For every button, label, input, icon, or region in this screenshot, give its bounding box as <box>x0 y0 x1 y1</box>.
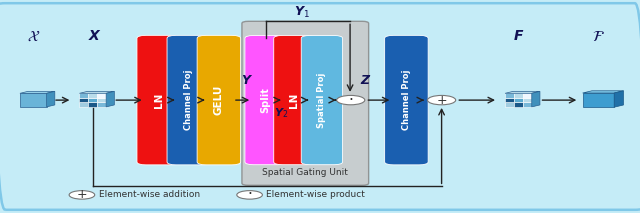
FancyBboxPatch shape <box>274 36 315 165</box>
Polygon shape <box>582 93 614 107</box>
FancyBboxPatch shape <box>137 35 180 165</box>
Circle shape <box>428 95 456 105</box>
Text: LN: LN <box>154 92 164 108</box>
Polygon shape <box>88 98 97 102</box>
Text: Split: Split <box>260 87 271 113</box>
FancyBboxPatch shape <box>167 35 211 165</box>
Text: $\boldsymbol{Y}$: $\boldsymbol{Y}$ <box>241 74 253 88</box>
Polygon shape <box>614 91 623 107</box>
Circle shape <box>337 95 365 105</box>
Polygon shape <box>88 93 97 98</box>
Polygon shape <box>532 91 540 107</box>
Polygon shape <box>79 93 88 98</box>
Text: ·: · <box>247 187 252 202</box>
Polygon shape <box>79 102 88 107</box>
Text: Channel Proj: Channel Proj <box>402 70 411 130</box>
Text: $\boldsymbol{Z}$: $\boldsymbol{Z}$ <box>360 74 372 88</box>
Polygon shape <box>505 102 514 107</box>
Polygon shape <box>582 91 623 93</box>
Polygon shape <box>505 93 514 98</box>
Polygon shape <box>514 93 523 98</box>
FancyBboxPatch shape <box>242 21 369 185</box>
Polygon shape <box>106 91 115 107</box>
Polygon shape <box>47 91 55 107</box>
FancyBboxPatch shape <box>301 36 342 165</box>
Text: $\boldsymbol{Y}_2$: $\boldsymbol{Y}_2$ <box>275 106 289 120</box>
Polygon shape <box>97 93 106 98</box>
Polygon shape <box>523 102 532 107</box>
Circle shape <box>69 191 95 199</box>
Circle shape <box>237 191 262 199</box>
Text: LN: LN <box>289 92 300 108</box>
Text: $\boldsymbol{Y}_1$: $\boldsymbol{Y}_1$ <box>294 5 310 20</box>
Polygon shape <box>514 102 523 107</box>
Text: Element-wise product: Element-wise product <box>266 190 365 199</box>
Polygon shape <box>97 98 106 102</box>
FancyBboxPatch shape <box>197 35 241 165</box>
Text: $\boldsymbol{F}$: $\boldsymbol{F}$ <box>513 29 524 43</box>
Polygon shape <box>79 91 115 93</box>
Text: $\mathcal{F}$: $\mathcal{F}$ <box>592 29 605 44</box>
FancyBboxPatch shape <box>245 36 286 165</box>
Text: $\mathcal{X}$: $\mathcal{X}$ <box>27 29 40 44</box>
Text: Channel Proj: Channel Proj <box>184 70 193 130</box>
Text: +: + <box>436 94 447 107</box>
Text: ·: · <box>348 93 353 108</box>
FancyBboxPatch shape <box>385 35 428 165</box>
Polygon shape <box>505 91 540 93</box>
Polygon shape <box>20 91 55 93</box>
Polygon shape <box>523 93 532 98</box>
Polygon shape <box>505 98 514 102</box>
Polygon shape <box>97 102 106 107</box>
Text: GELU: GELU <box>214 85 224 115</box>
Polygon shape <box>20 93 47 107</box>
Text: $\boldsymbol{X}$: $\boldsymbol{X}$ <box>88 29 102 43</box>
Text: Element-wise addition: Element-wise addition <box>99 190 200 199</box>
Polygon shape <box>79 98 88 102</box>
Text: Spatial Proj: Spatial Proj <box>317 72 326 128</box>
Text: Spatial Gating Unit: Spatial Gating Unit <box>262 168 348 177</box>
Polygon shape <box>88 102 97 107</box>
Polygon shape <box>523 98 532 102</box>
Text: +: + <box>77 188 87 201</box>
Polygon shape <box>514 98 523 102</box>
